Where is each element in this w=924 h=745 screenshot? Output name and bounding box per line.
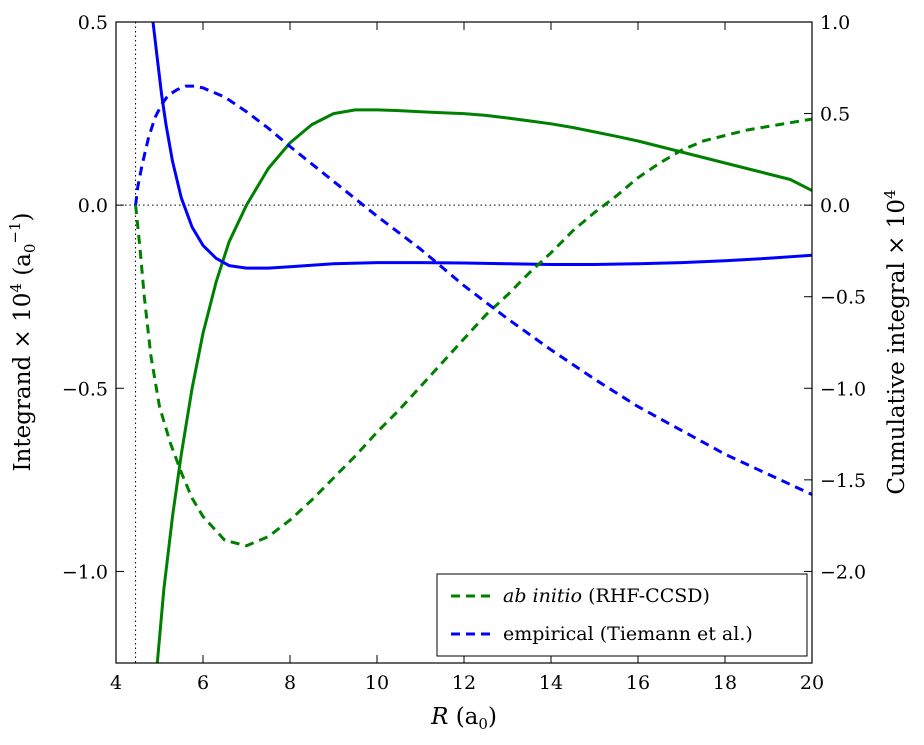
right-y-tick-label: 0.5 xyxy=(820,104,850,126)
x-tick-label: 18 xyxy=(713,672,737,694)
legend-label-ab-initio: ab initio (RHF-CCSD) xyxy=(503,585,710,607)
x-tick-label: 6 xyxy=(197,672,209,694)
legend-label-empirical: empirical (Tiemann et al.) xyxy=(503,623,753,645)
right-y-tick-label: 1.0 xyxy=(820,12,850,34)
plot-content xyxy=(116,22,812,663)
left-y-tick-label: −1.0 xyxy=(62,561,108,583)
left-y-axis-label: Integrand × 104 (a0−1) xyxy=(6,212,39,471)
left-y-tick-label: −0.5 xyxy=(62,378,108,400)
right-y-tick-label: −2.0 xyxy=(820,561,866,583)
right-y-tick-label: −0.5 xyxy=(820,287,866,309)
series-line-integrand-empirical xyxy=(151,22,812,270)
x-tick-label: 10 xyxy=(365,672,389,694)
series-line-integrand-ab-initio xyxy=(155,108,812,663)
legend: ab initio (RHF-CCSD) empirical (Tiemann … xyxy=(436,573,808,657)
ticks: 4 6 8 10 12 14 16 18 20 −1.0 −0.5 0.0 0.5 −2.0 −1.5 −1.… xyxy=(62,12,866,694)
x-tick-label: 4 xyxy=(110,672,122,694)
series-line-cumulative-empirical xyxy=(134,84,812,496)
plot-frame xyxy=(115,21,813,664)
series-line-cumulative-ab-initio xyxy=(134,117,812,548)
x-tick-label: 16 xyxy=(626,672,650,694)
x-tick-label: 20 xyxy=(800,672,824,694)
right-y-axis-label: Cumulative integral × 104 xyxy=(881,189,910,494)
right-y-tick-label: −1.0 xyxy=(820,378,866,400)
x-tick-label: 8 xyxy=(284,672,296,694)
x-tick-label: 14 xyxy=(539,672,563,694)
right-y-tick-label: 0.0 xyxy=(820,195,850,217)
legend-box xyxy=(436,573,808,657)
x-axis-label: R (a0) xyxy=(430,704,497,733)
left-y-tick-label: 0.0 xyxy=(78,195,108,217)
right-y-tick-label: −1.5 xyxy=(820,470,866,492)
left-y-tick-label: 0.5 xyxy=(78,12,108,34)
x-tick-label: 12 xyxy=(452,672,476,694)
